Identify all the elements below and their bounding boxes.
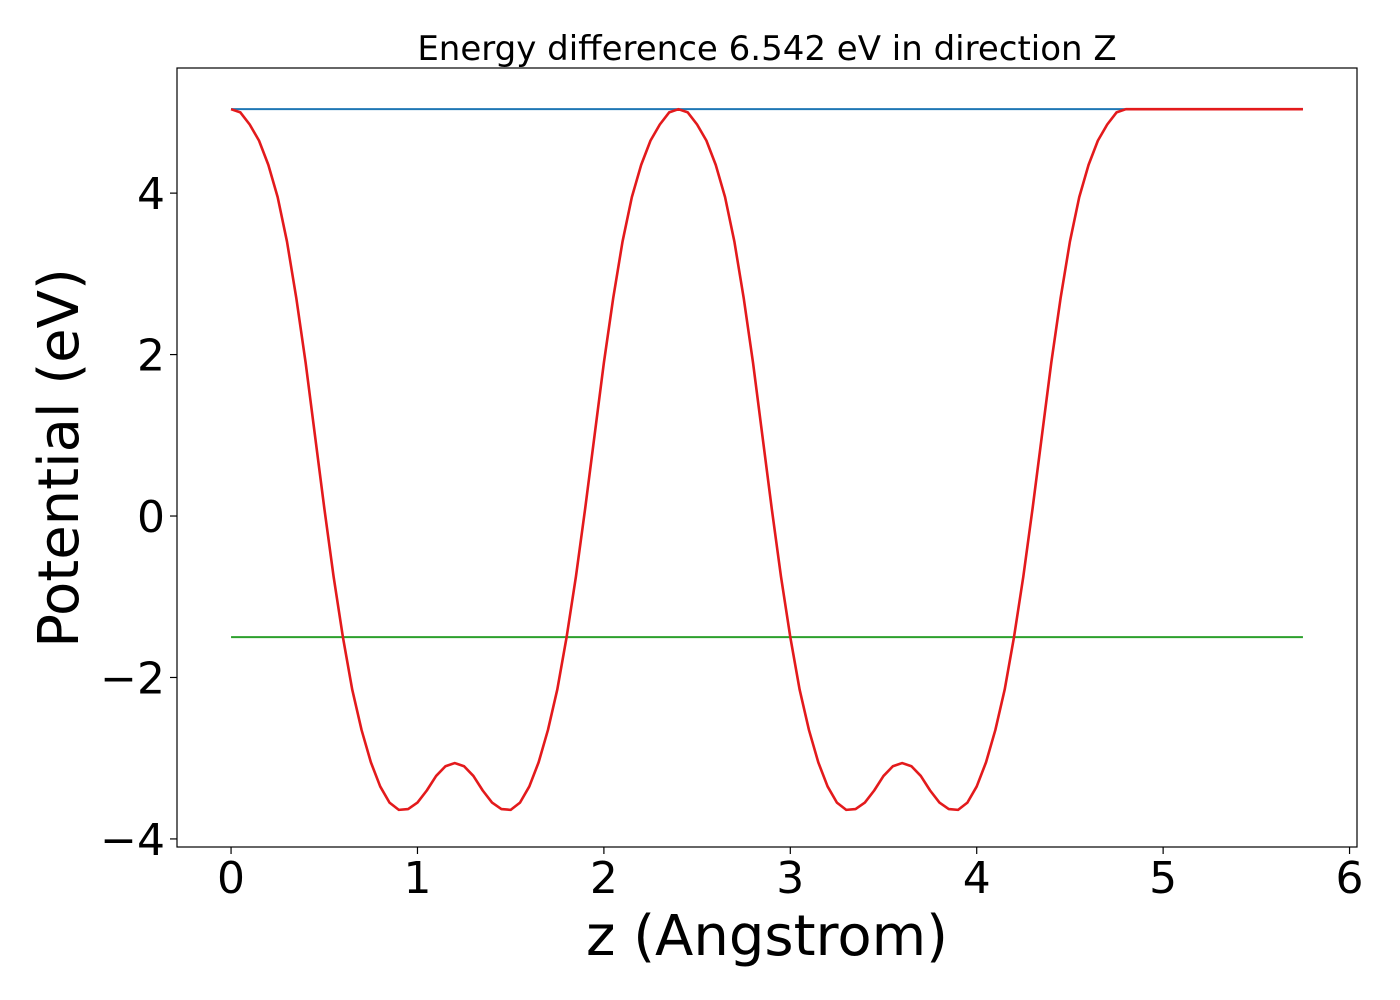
- x-tick-label: 0: [217, 853, 245, 904]
- plot-area: [230, 107, 1303, 812]
- y-axis: −4 −2 0 2 4: [100, 169, 177, 866]
- y-axis-label: Potential (eV): [27, 268, 92, 648]
- x-tick-label: 2: [590, 853, 618, 904]
- y-tick-label: −2: [100, 653, 165, 704]
- y-tick-label: −4: [100, 815, 165, 866]
- x-tick-label: 1: [403, 853, 431, 904]
- y-tick-label: 0: [137, 492, 165, 543]
- x-tick-label: 3: [776, 853, 804, 904]
- x-tick-label: 4: [963, 853, 991, 904]
- plot-frame: [176, 67, 1358, 848]
- y-tick-label: 4: [137, 169, 165, 220]
- chart-title: Energy difference 6.542 eV in direction …: [417, 29, 1116, 69]
- x-axis: 0 1 2 3 4 5 6: [217, 847, 1364, 904]
- series-line-3: [230, 107, 1303, 812]
- y-tick-label: 2: [137, 331, 165, 382]
- x-axis-label: z (Angstrom): [586, 904, 948, 969]
- x-tick-label: 6: [1336, 853, 1364, 904]
- x-tick-label: 5: [1149, 853, 1177, 904]
